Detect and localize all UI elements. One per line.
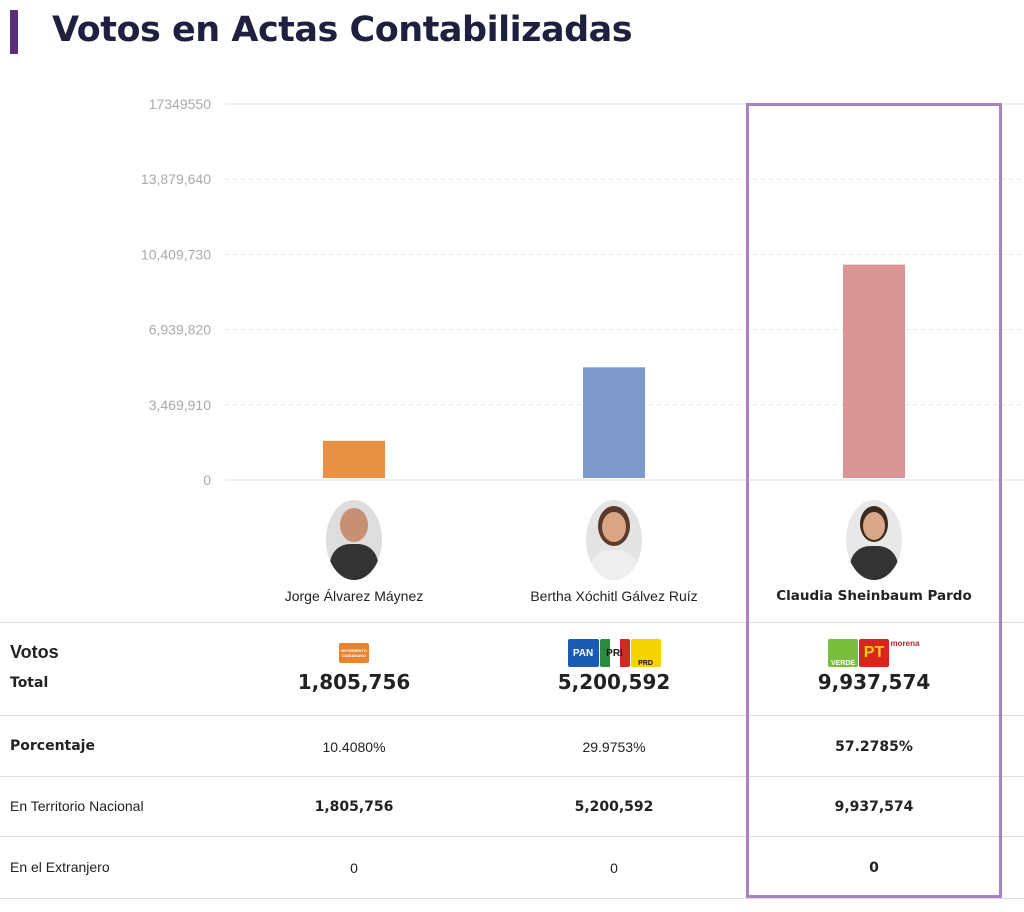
y-tick-label: 17349550 bbox=[149, 96, 212, 112]
candidate-photo bbox=[846, 500, 902, 580]
y-tick-label: 3,469,910 bbox=[149, 397, 211, 413]
nacional-label: En Territorio Nacional bbox=[10, 798, 144, 814]
title-accent-bar bbox=[10, 10, 18, 54]
party-logo-pt: PT bbox=[859, 639, 889, 667]
candidate-name: Bertha Xóchitl Gálvez Ruíz bbox=[530, 588, 698, 604]
total-label: Total bbox=[10, 675, 49, 691]
party-logo-morena: morena bbox=[890, 639, 920, 648]
bar-1 bbox=[583, 367, 645, 478]
bar-2 bbox=[843, 264, 905, 478]
divider bbox=[0, 836, 1024, 837]
y-tick-label: 0 bbox=[203, 472, 211, 488]
total-votes: 9,937,574 bbox=[817, 670, 931, 694]
total-votes: 5,200,592 bbox=[557, 670, 671, 694]
party-logo-mc: MOVIMIENTO CIUDADANO bbox=[339, 643, 369, 663]
y-tick-label: 6,939,820 bbox=[149, 322, 211, 338]
candidate-photo bbox=[586, 500, 642, 580]
total-votes: 1,805,756 bbox=[297, 670, 411, 694]
bar-chart: 0 3,469,910 6,939,820 10,409,730 13,879,640 1… bbox=[141, 96, 1024, 488]
candidate-1: Bertha Xóchitl Gálvez Ruíz bbox=[484, 500, 744, 604]
candidate-photo bbox=[326, 500, 382, 580]
candidate-name: Jorge Álvarez Máynez bbox=[284, 588, 424, 604]
page-title: Votos en Actas Contabilizadas bbox=[52, 10, 633, 50]
extranjero-cell: 0 bbox=[610, 860, 618, 876]
divider bbox=[0, 715, 1024, 716]
votes-total-cell: MOVIMIENTO CIUDADANO 1,805,756 bbox=[224, 638, 484, 694]
candidate-name: Claudia Sheinbaum Pardo bbox=[776, 588, 972, 604]
votos-label: Votos bbox=[10, 642, 59, 662]
party-logo-pri: PRI bbox=[599, 639, 630, 667]
nacional-cell: 5,200,592 bbox=[574, 799, 654, 815]
extranjero-cell: 0 bbox=[869, 860, 879, 876]
nacional-cell: 9,937,574 bbox=[834, 799, 914, 815]
extranjero-label: En el Extranjero bbox=[10, 859, 110, 875]
nacional-cell: 1,805,756 bbox=[314, 799, 394, 815]
party-logo-pan: PAN bbox=[567, 639, 599, 667]
y-tick-label: 13,879,640 bbox=[141, 171, 211, 187]
divider bbox=[0, 622, 1024, 623]
extranjero-cell: 0 bbox=[350, 860, 358, 876]
percent-cell: 29.9753% bbox=[582, 739, 646, 755]
divider bbox=[0, 898, 1024, 899]
votes-total-cell: VERDE PT morena 9,937,574 bbox=[744, 638, 1004, 694]
candidate-2: Claudia Sheinbaum Pardo bbox=[744, 500, 1004, 604]
party-logo-verde: VERDE bbox=[828, 639, 858, 667]
porcentaje-label: Porcentaje bbox=[10, 738, 95, 754]
votes-total-cell: PAN PRI PRD 5,200,592 bbox=[484, 638, 744, 694]
candidate-0: Jorge Álvarez Máynez bbox=[224, 500, 484, 604]
y-tick-label: 10,409,730 bbox=[141, 246, 211, 262]
percent-cell: 57.2785% bbox=[835, 739, 913, 755]
percent-cell: 10.4080% bbox=[322, 739, 386, 755]
party-name: MOVIMIENTO CIUDADANO bbox=[341, 648, 367, 658]
party-logo-prd: PRD bbox=[630, 639, 661, 667]
bar-0 bbox=[323, 440, 385, 478]
divider bbox=[0, 776, 1024, 777]
